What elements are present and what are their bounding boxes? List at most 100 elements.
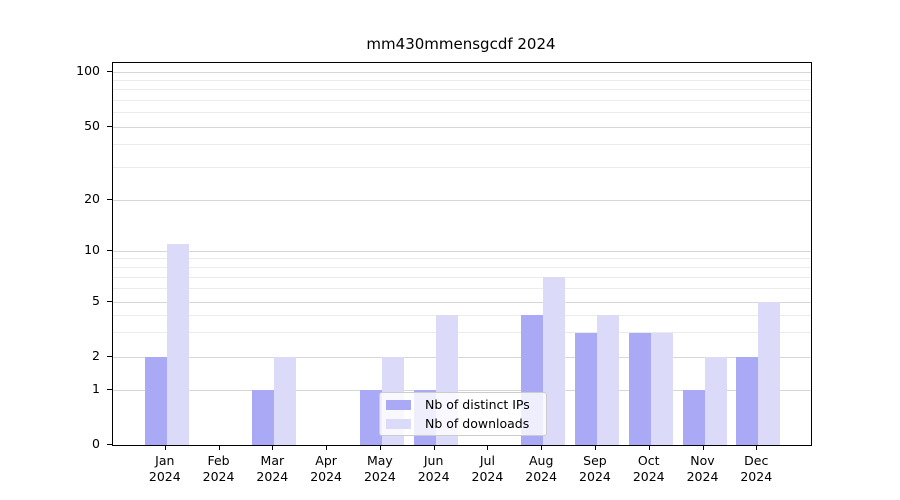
legend: Nb of distinct IPs Nb of downloads — [379, 392, 547, 436]
legend-label-downloads: Nb of downloads — [425, 416, 530, 431]
x-tick-label-may: May 2024 — [350, 453, 410, 485]
x-tick-label-jan: Jan 2024 — [135, 453, 195, 485]
month-label: Jun — [423, 453, 444, 468]
x-tick-label-jun: Jun 2024 — [404, 453, 464, 485]
x-tick-mark — [541, 445, 543, 450]
y-tick-label: 20 — [84, 191, 100, 206]
y-tick-mark — [107, 444, 112, 445]
major-gridline — [113, 389, 811, 391]
year-label: 2024 — [256, 469, 289, 484]
legend-item-distinct-ips: Nb of distinct IPs — [386, 396, 540, 414]
minor-gridline — [113, 276, 811, 278]
year-label: 2024 — [202, 469, 235, 484]
bar-distinct-ips-mar — [252, 390, 275, 445]
x-tick-mark — [326, 445, 328, 450]
x-tick-label-oct: Oct 2024 — [619, 453, 679, 485]
minor-gridline — [113, 112, 811, 114]
bar-distinct-ips-may — [359, 390, 382, 445]
month-label: Apr — [315, 453, 337, 468]
x-tick-label-sep: Sep 2024 — [565, 453, 625, 485]
y-tick-mark — [107, 71, 112, 72]
x-tick-mark — [164, 445, 166, 450]
x-tick-mark — [487, 445, 489, 450]
month-label: Dec — [744, 453, 769, 468]
bar-downloads-jan — [166, 244, 189, 445]
y-tick-mark — [107, 250, 112, 251]
plot-area — [112, 62, 812, 446]
major-gridline — [113, 250, 811, 252]
y-tick-label: 100 — [76, 63, 100, 78]
x-tick-mark — [594, 445, 596, 450]
legend-swatch-distinct-ips — [386, 399, 411, 410]
minor-gridline — [113, 99, 811, 101]
month-label: Nov — [690, 453, 715, 468]
month-label: Sep — [583, 453, 607, 468]
bar-downloads-dec — [758, 302, 781, 445]
month-label: Mar — [260, 453, 285, 468]
x-tick-mark — [218, 445, 220, 450]
year-label: 2024 — [740, 469, 773, 484]
major-gridline — [113, 356, 811, 358]
minor-gridline — [113, 288, 811, 290]
bar-downloads-nov — [704, 357, 727, 445]
major-gridline — [113, 199, 811, 201]
year-label: 2024 — [686, 469, 719, 484]
x-tick-label-apr: Apr 2024 — [296, 453, 356, 485]
year-label: 2024 — [579, 469, 611, 484]
x-tick-label-jul: Jul 2024 — [457, 453, 517, 485]
x-tick-mark — [756, 445, 758, 450]
legend-item-downloads: Nb of downloads — [386, 415, 540, 433]
minor-gridline — [113, 314, 811, 316]
month-label: Jul — [479, 453, 495, 468]
minor-gridline — [113, 144, 811, 146]
y-tick-label: 1 — [92, 381, 100, 396]
year-label: 2024 — [363, 469, 396, 484]
x-tick-mark — [379, 445, 381, 450]
major-gridline — [113, 126, 811, 128]
bar-distinct-ips-nov — [682, 390, 705, 445]
bar-downloads-oct — [650, 332, 673, 445]
x-tick-label-aug: Aug 2024 — [511, 453, 571, 485]
minor-gridline — [113, 332, 811, 334]
bar-downloads-mar — [274, 357, 297, 445]
month-label: Feb — [207, 453, 230, 468]
x-tick-mark — [433, 445, 435, 450]
year-label: 2024 — [417, 469, 450, 484]
y-tick-label: 5 — [92, 293, 100, 308]
minor-gridline — [113, 167, 811, 169]
bar-distinct-ips-dec — [736, 357, 759, 445]
bar-downloads-sep — [596, 315, 619, 445]
minor-gridline — [113, 266, 811, 268]
year-label: 2024 — [310, 469, 343, 484]
y-tick-label: 2 — [92, 348, 100, 363]
year-label: 2024 — [525, 469, 558, 484]
month-label: Oct — [637, 453, 660, 468]
x-tick-mark — [648, 445, 650, 450]
y-tick-label: 0 — [92, 436, 100, 451]
x-tick-mark — [272, 445, 274, 450]
year-label: 2024 — [632, 469, 665, 484]
y-tick-mark — [107, 389, 112, 390]
x-tick-label-dec: Dec 2024 — [726, 453, 786, 485]
month-label: May — [366, 453, 393, 468]
bar-distinct-ips-sep — [574, 332, 597, 445]
y-tick-mark — [107, 301, 112, 302]
y-tick-label: 10 — [84, 242, 100, 257]
year-label: 2024 — [471, 469, 504, 484]
bar-distinct-ips-jan — [144, 357, 167, 445]
x-tick-label-nov: Nov 2024 — [673, 453, 733, 485]
y-tick-mark — [107, 356, 112, 357]
y-tick-mark — [107, 199, 112, 200]
month-label: Jan — [155, 453, 175, 468]
major-gridline — [113, 301, 811, 303]
month-label: Aug — [528, 453, 554, 468]
legend-label-distinct-ips: Nb of distinct IPs — [425, 397, 530, 412]
x-tick-mark — [702, 445, 704, 450]
minor-gridline — [113, 89, 811, 91]
minor-gridline — [113, 79, 811, 81]
bar-downloads-aug — [543, 277, 566, 445]
major-gridline — [113, 71, 811, 73]
minor-gridline — [113, 258, 811, 260]
year-label: 2024 — [148, 469, 181, 484]
